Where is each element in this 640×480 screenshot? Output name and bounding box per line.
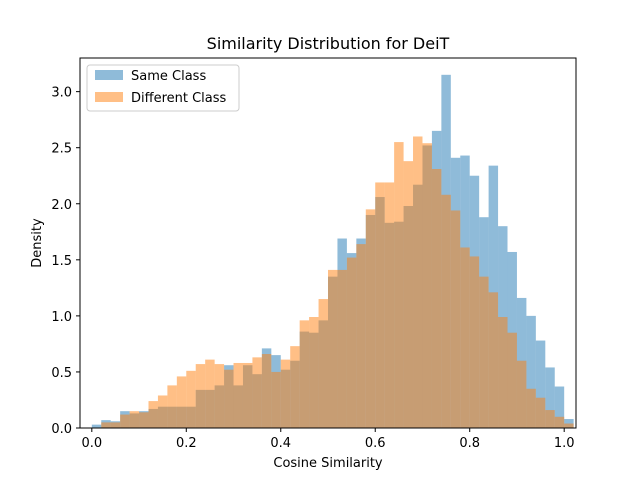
- bar-different-class-36: [431, 169, 442, 428]
- bars-layer: [91, 74, 574, 429]
- bar-different-class-11: [195, 364, 206, 428]
- chart-title: Similarity Distribution for DeiT: [207, 34, 450, 53]
- bar-different-class-40: [469, 256, 480, 428]
- plot-frame: [79, 57, 577, 429]
- bar-different-class-26: [337, 269, 347, 428]
- legend: Same Class Different Class: [86, 64, 240, 112]
- bar-different-class-17: [252, 357, 262, 428]
- bar-different-class-24: [318, 299, 328, 428]
- y-tick-label: 2.5: [51, 142, 72, 157]
- bar-different-class-38: [450, 210, 461, 428]
- bar-different-class-10: [186, 370, 196, 428]
- bar-different-class-44: [507, 332, 517, 428]
- x-tick-label: 0.6: [365, 436, 386, 451]
- bar-different-class-39: [460, 247, 470, 428]
- x-tick-label: 0.2: [176, 436, 197, 451]
- legend-swatch-same-class: [95, 70, 123, 80]
- bar-same-class-47: [535, 340, 546, 428]
- y-tick-label: 0.0: [51, 422, 72, 437]
- bar-different-class-15: [233, 362, 243, 428]
- x-tick-label: 0.0: [81, 436, 102, 451]
- bar-different-class-22: [299, 320, 310, 428]
- bar-different-class-46: [526, 388, 536, 428]
- bar-different-class-41: [479, 276, 489, 428]
- x-tick-label: 1.0: [554, 436, 575, 451]
- y-tick-label: 1.0: [51, 310, 72, 325]
- bar-different-class-5: [139, 412, 149, 428]
- legend-swatch-different-class: [95, 92, 123, 102]
- legend-label-same-class: Same Class: [131, 69, 206, 84]
- bar-same-class-46: [526, 315, 536, 428]
- y-tick-label: 2.0: [51, 198, 72, 213]
- bar-different-class-14: [224, 369, 234, 428]
- bar-different-class-25: [328, 269, 338, 428]
- x-axis-title: Cosine Similarity: [273, 456, 383, 471]
- bar-different-class-35: [422, 143, 432, 428]
- bar-different-class-6: [148, 401, 158, 428]
- bar-different-class-19: [271, 371, 281, 428]
- bar-different-class-12: [205, 359, 215, 428]
- bar-different-class-45: [516, 360, 527, 428]
- bar-same-class-49: [554, 386, 565, 428]
- bar-different-class-48: [545, 410, 555, 428]
- bar-same-class-0: [91, 424, 102, 428]
- bar-same-class-48: [545, 367, 555, 428]
- bar-different-class-2: [110, 422, 121, 428]
- bar-different-class-31: [384, 182, 395, 428]
- bar-different-class-50: [564, 423, 574, 428]
- legend-frame: [86, 64, 240, 112]
- x-tick-label: 0.4: [270, 436, 291, 451]
- bar-different-class-1: [101, 422, 111, 428]
- bar-different-class-34: [413, 136, 423, 429]
- y-tick-label: 3.0: [51, 86, 72, 101]
- bar-different-class-33: [403, 161, 414, 428]
- legend-label-different-class: Different Class: [131, 91, 227, 106]
- bar-different-class-27: [346, 257, 357, 428]
- bar-different-class-9: [176, 376, 187, 428]
- bar-different-class-18: [261, 354, 272, 428]
- bar-different-class-13: [214, 364, 225, 428]
- bar-different-class-3: [120, 414, 130, 428]
- bar-different-class-28: [356, 244, 366, 428]
- bar-different-class-30: [375, 182, 385, 428]
- bar-different-class-49: [554, 416, 565, 428]
- bar-different-class-23: [309, 317, 319, 428]
- bar-different-class-4: [129, 411, 140, 428]
- x-tick-label: 0.8: [459, 436, 480, 451]
- bar-different-class-43: [498, 317, 508, 428]
- y-axis-title: Density: [30, 218, 45, 268]
- bar-same-class-50: [564, 419, 574, 428]
- bar-different-class-29: [365, 209, 376, 428]
- bar-different-class-47: [535, 397, 546, 428]
- bar-different-class-32: [394, 142, 404, 428]
- bar-different-class-8: [167, 385, 177, 428]
- bar-different-class-42: [488, 292, 499, 428]
- bar-different-class-7: [157, 395, 168, 428]
- x-axis: 0.0 0.2 0.4 0.6 0.8 1.0: [81, 428, 575, 451]
- bar-different-class-21: [290, 346, 300, 428]
- y-tick-label: 1.5: [51, 254, 72, 269]
- y-axis: 0.0 0.5 1.0 1.5 2.0 2.5 3.0: [51, 86, 80, 437]
- bar-different-class-16: [242, 362, 253, 428]
- bar-different-class-37: [441, 194, 451, 428]
- y-tick-label: 0.5: [51, 366, 72, 381]
- bar-different-class-20: [280, 359, 291, 428]
